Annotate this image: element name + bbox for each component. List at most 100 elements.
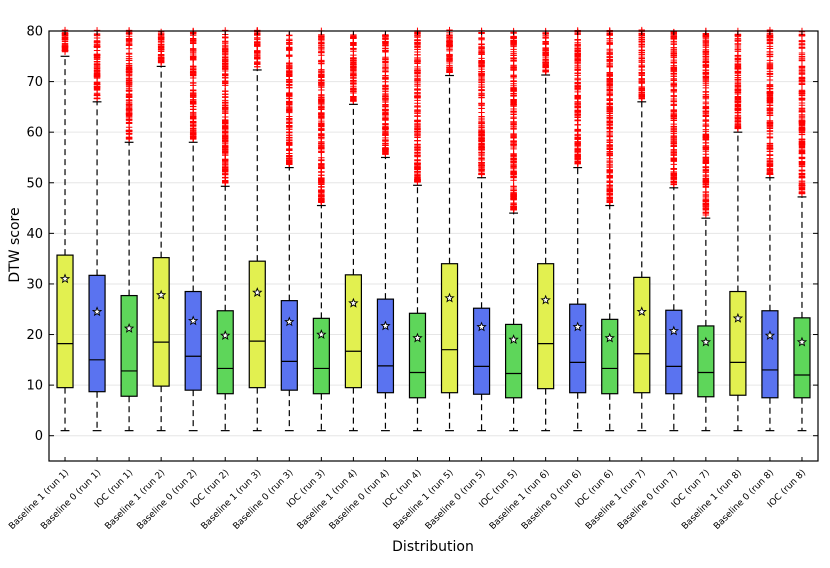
box-17 — [569, 166, 587, 432]
outlier-marker — [318, 39, 325, 47]
outlier-marker — [798, 170, 806, 177]
outlier-marker — [574, 107, 581, 115]
outlier-marker — [606, 124, 613, 132]
outlier-marker — [702, 189, 710, 196]
outlier-marker — [638, 55, 645, 62]
iqr-box — [216, 310, 234, 395]
outlier-marker — [702, 93, 710, 100]
outlier-markers — [61, 26, 806, 219]
iqr-box — [697, 325, 715, 398]
box-13 — [440, 74, 459, 432]
outlier-marker — [157, 34, 165, 41]
outlier-marker — [222, 38, 229, 46]
outlier-marker — [670, 174, 678, 181]
outlier-marker — [670, 140, 678, 147]
x-tick-label: Baseline 1 (run 2) — [103, 468, 167, 532]
outlier-marker — [702, 181, 710, 189]
outlier-marker — [93, 61, 101, 68]
x-tick-label: Baseline 0 (run 2) — [135, 468, 199, 532]
outlier-marker — [189, 37, 197, 44]
outlier-marker — [478, 90, 485, 97]
outlier-marker — [350, 55, 357, 62]
mean-marker — [508, 334, 519, 345]
outlier-marker — [414, 147, 421, 154]
box-2 — [88, 101, 106, 432]
outlier-marker — [222, 116, 229, 124]
outlier-marker — [606, 37, 613, 45]
outlier-marker — [702, 104, 710, 112]
outlier-marker — [574, 57, 581, 64]
x-tick-label: Baseline 0 (run 3) — [232, 468, 296, 532]
outlier-marker — [125, 38, 133, 46]
outlier-marker — [638, 95, 645, 102]
outlier-marker — [798, 122, 806, 129]
y-tick-label: 80 — [26, 25, 43, 40]
outlier-marker — [734, 86, 742, 93]
x-tick-label: Baseline 0 (run 4) — [328, 468, 392, 532]
box-1 — [56, 55, 74, 432]
outlier-marker — [510, 57, 517, 65]
outlier-marker — [93, 44, 101, 51]
outlier-marker — [189, 106, 197, 113]
mean-marker — [412, 332, 423, 343]
box-22 — [729, 131, 747, 432]
box-5 — [184, 141, 202, 432]
outlier-marker — [478, 122, 485, 130]
outlier-marker — [446, 38, 453, 45]
outlier-marker — [798, 37, 806, 44]
x-tick-labels: Baseline 1 (run 1)Baseline 0 (run 1)IOC … — [7, 468, 808, 532]
outlier-marker — [286, 109, 293, 116]
outlier-marker — [606, 56, 613, 64]
outlier-marker — [670, 54, 678, 61]
x-tick-label: Baseline 0 (run 5) — [424, 468, 488, 532]
outlier-marker — [382, 109, 389, 117]
outlier-marker — [286, 45, 293, 53]
outlier-marker — [318, 164, 325, 171]
outlier-marker — [414, 137, 421, 144]
mean-marker — [636, 306, 647, 317]
outlier-marker — [125, 93, 133, 101]
outlier-marker — [157, 57, 165, 65]
outlier-marker — [798, 87, 806, 94]
mean-marker — [91, 306, 103, 317]
outlier-marker — [574, 136, 581, 143]
iqr-box — [248, 260, 266, 389]
outlier-marker — [798, 75, 806, 82]
iqr-box — [312, 317, 330, 395]
outlier-marker — [702, 66, 710, 74]
outlier-marker — [318, 76, 325, 84]
outlier-marker — [414, 94, 421, 101]
iqr-box — [88, 274, 106, 393]
outlier-marker — [670, 59, 678, 67]
outlier-marker — [510, 133, 517, 140]
mean-marker — [284, 316, 295, 327]
outlier-marker — [542, 60, 549, 68]
mean-marker — [764, 330, 776, 340]
iqr-box — [793, 317, 811, 399]
box-20 — [665, 187, 683, 432]
outlier-marker — [93, 95, 101, 102]
iqr-box — [408, 312, 427, 399]
mean-marker — [540, 294, 551, 305]
outlier-marker — [766, 128, 774, 135]
outlier-marker — [286, 126, 293, 133]
outlier-marker — [286, 145, 293, 153]
outlier-marker — [382, 73, 389, 81]
outlier-marker — [670, 165, 678, 172]
outlier-marker — [222, 94, 229, 101]
y-axis-title: DTW score — [7, 207, 23, 282]
mean-marker — [700, 336, 712, 347]
iqr-box — [569, 303, 587, 394]
outlier-marker — [189, 71, 197, 79]
plot-frame — [48, 30, 819, 462]
outlier-marker — [254, 41, 261, 48]
outlier-marker — [446, 59, 453, 67]
outlier-marker — [478, 60, 485, 68]
outlier-marker — [125, 83, 133, 90]
outlier-marker — [510, 204, 517, 212]
outlier-marker — [542, 66, 549, 74]
outlier-marker — [606, 77, 613, 85]
outlier-marker — [606, 46, 613, 53]
box-23 — [761, 177, 779, 432]
